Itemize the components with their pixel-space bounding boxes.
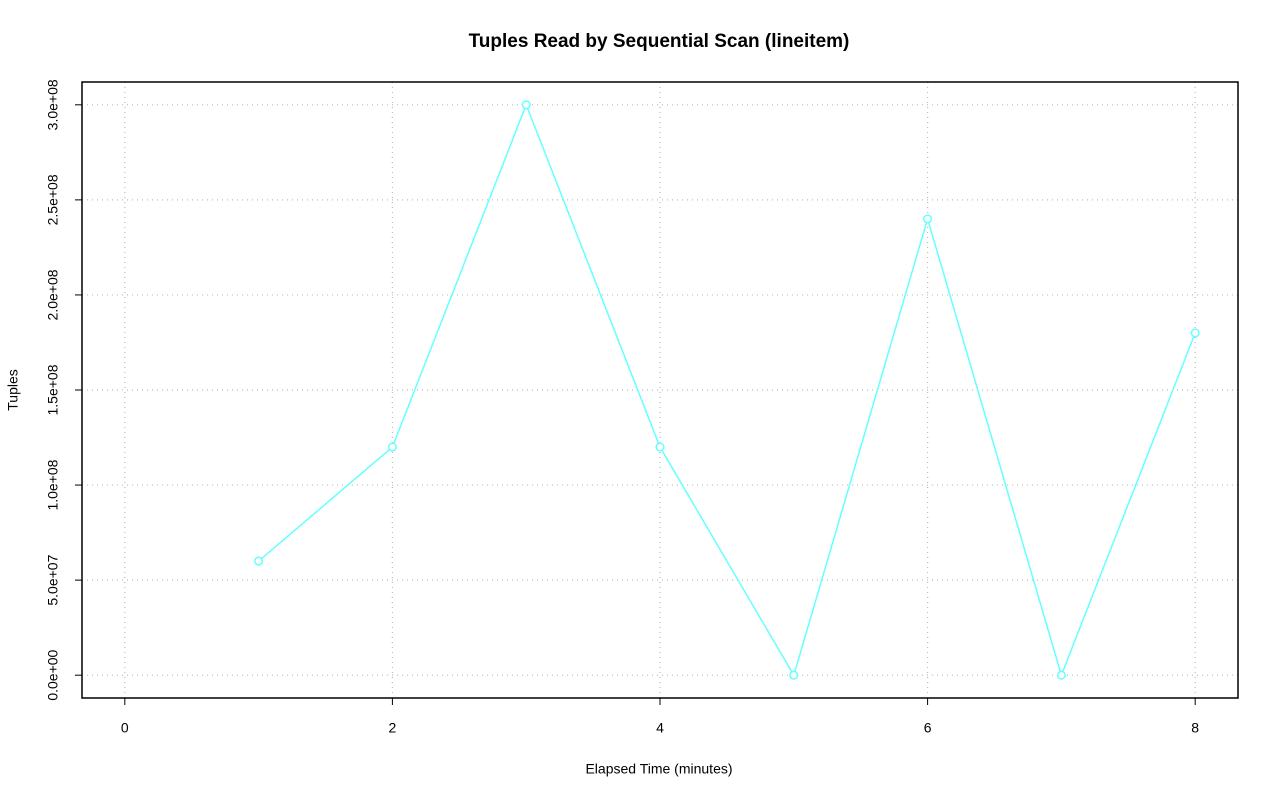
- data-point: [254, 556, 264, 566]
- x-tick-label: 0: [121, 720, 129, 736]
- y-tick-label: 2.0e+08: [45, 269, 61, 320]
- data-point: [521, 100, 531, 110]
- y-tick-label: 2.5e+08: [45, 174, 61, 225]
- y-tick-label: 0.0e+00: [45, 649, 61, 700]
- data-point: [655, 442, 665, 452]
- x-tick-label: 4: [656, 720, 664, 736]
- chart-title: Tuples Read by Sequential Scan (lineitem…: [469, 31, 850, 52]
- data-point: [789, 670, 799, 680]
- data-point: [387, 442, 397, 452]
- data-point: [923, 214, 933, 224]
- y-tick-label: 1.5e+08: [45, 364, 61, 415]
- y-axis-label: Tuples: [5, 369, 21, 411]
- data-point: [1190, 328, 1200, 338]
- data-point: [1056, 670, 1066, 680]
- y-tick-label: 3.0e+08: [45, 79, 61, 130]
- x-tick-label: 6: [924, 720, 932, 736]
- y-tick-label: 5.0e+07: [45, 554, 61, 605]
- x-tick-label: 8: [1191, 720, 1199, 736]
- x-tick-label: 2: [389, 720, 397, 736]
- y-tick-label: 1.0e+08: [45, 459, 61, 510]
- x-axis-label: Elapsed Time (minutes): [585, 761, 732, 777]
- series-line: [258, 102, 1196, 678]
- plot-frame: [81, 81, 1239, 699]
